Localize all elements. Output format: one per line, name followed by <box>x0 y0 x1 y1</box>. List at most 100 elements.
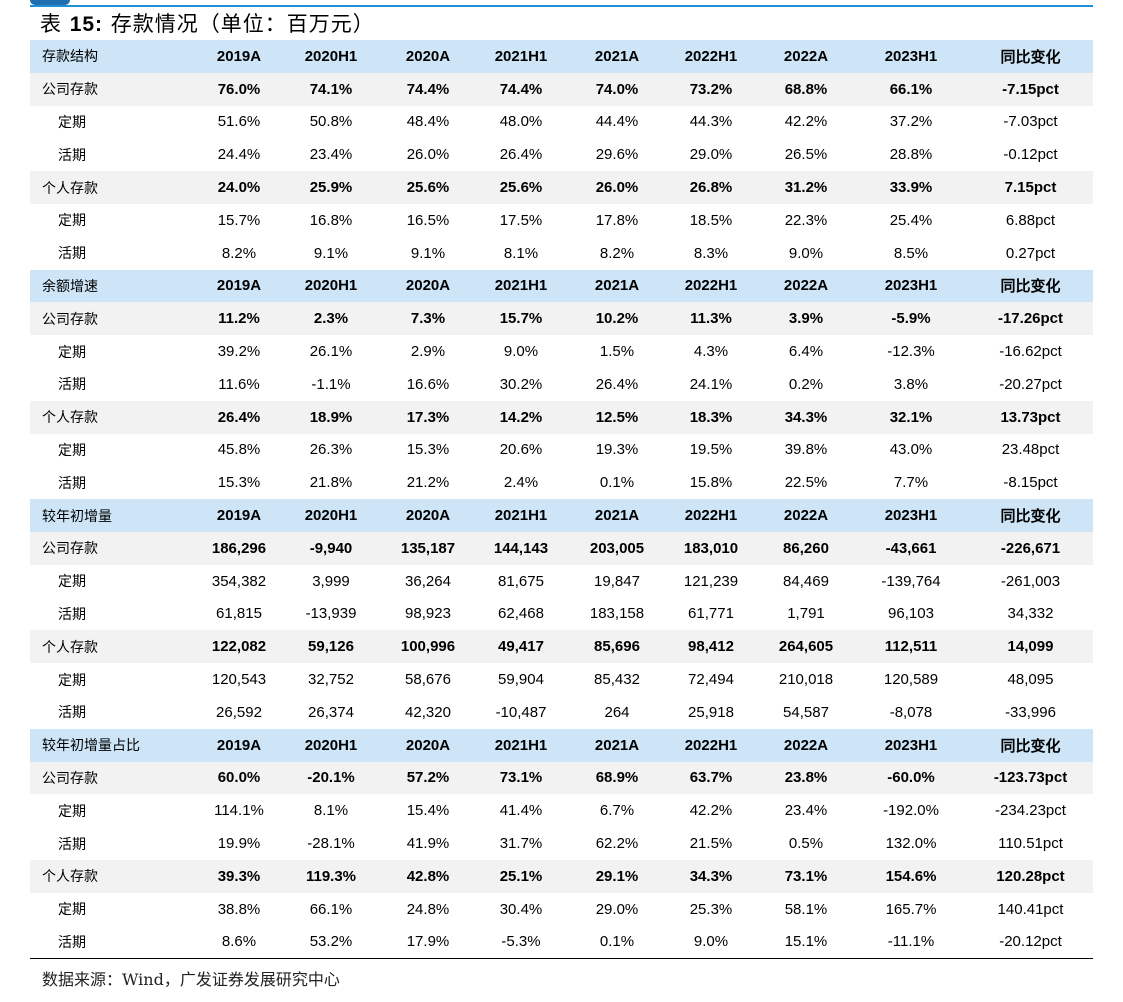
table-cell: 15.4% <box>406 802 450 820</box>
table-cell: 30.4% <box>499 900 543 918</box>
table-row: 活期 8.6% 53.2% 17.9% -5.3% 0.1% 9.0% 15.1% -11.1%… <box>30 925 1093 960</box>
table-cell: 2.4% <box>503 474 539 492</box>
row-label: 定期 <box>58 672 86 689</box>
table-cell: 15.7% <box>217 211 261 229</box>
section-header-row: 存款结构 2019A 2020H1 2020A 2021H1 2021A 2022H1 202… <box>30 40 1093 73</box>
table-cell: 6.88pct <box>1005 211 1056 229</box>
table-row: 活期 11.6% -1.1% 16.6% 30.2% 26.4% 24.1% 0.2% 3.8%… <box>30 368 1093 401</box>
table-title: 表 15: 存款情况（单位：百万元） <box>40 12 375 36</box>
row-label: 活期 <box>58 246 86 263</box>
table-cell: 18.3% <box>664 400 758 434</box>
table-cell: 59,126 <box>278 630 384 664</box>
table-cell: -60.0% <box>854 761 968 795</box>
table-cell: 61,815 <box>216 605 262 623</box>
table-cell: -11.1% <box>854 925 968 960</box>
table-cell: 165.7% <box>885 900 937 918</box>
table-cell: 73.1% <box>758 859 854 893</box>
table-cell: 23.4% <box>784 802 828 820</box>
table-cell: -0.12pct <box>1003 146 1058 164</box>
column-header: 同比变化 <box>968 499 1093 532</box>
row-label: 定期 <box>58 803 86 820</box>
column-header: 2020H1 <box>278 269 384 303</box>
row-label: 定期 <box>58 114 86 131</box>
table-cell: 24.0% <box>200 171 278 204</box>
table-cell: 26.8% <box>664 171 758 204</box>
table-cell: -139,764 <box>881 572 941 590</box>
table-cell: 45.8% <box>217 441 261 459</box>
table-cell: -5.3% <box>472 925 570 960</box>
row-label: 个人存款 <box>30 171 200 204</box>
table-cell: 8.1% <box>503 244 539 262</box>
table-cell: 74.4% <box>472 72 570 106</box>
table-cell: 0.5% <box>788 835 824 853</box>
column-header: 2019A <box>200 40 278 73</box>
table-cell: 44.4% <box>595 113 639 131</box>
table-cell: 8.5% <box>893 244 929 262</box>
table-cell: 17.5% <box>499 211 543 229</box>
table-row: 定期 39.2% 26.1% 2.9% 9.0% 1.5% 4.3% 6.4% -12.3% -1… <box>30 335 1093 368</box>
table-cell: -20.1% <box>278 761 384 795</box>
section-header-row: 较年初增量占比 2019A 2020H1 2020A 2021H1 2021A 2022H1… <box>30 728 1093 762</box>
column-header: 2023H1 <box>854 40 968 73</box>
table-cell: 26.3% <box>309 441 353 459</box>
table-cell: 63.7% <box>664 761 758 795</box>
table-cell: 32.1% <box>854 400 968 434</box>
table-cell: 73.1% <box>472 761 570 795</box>
table-cell: 21.2% <box>406 474 450 492</box>
table-cell: 1,791 <box>787 605 825 623</box>
table-cell: 76.0% <box>200 72 278 106</box>
table-cell: 17.8% <box>595 211 639 229</box>
table-row: 定期 114.1% 8.1% 15.4% 41.4% 6.7% 42.2% 23.4% -192… <box>30 794 1093 827</box>
table-row: 公司存款 11.2% 2.3% 7.3% 15.7% 10.2% 11.3% 3.9% -5.9… <box>30 302 1093 336</box>
column-header: 2020H1 <box>278 728 384 762</box>
table-cell: 121,239 <box>683 572 739 590</box>
column-header: 2020A <box>384 499 472 532</box>
brand-logo <box>30 0 70 5</box>
table-cell: 33.9% <box>854 171 968 204</box>
table-cell: 28.8% <box>889 146 933 164</box>
table-cell: 74.4% <box>384 72 472 106</box>
section-header-row: 较年初增量 2019A 2020H1 2020A 2021H1 2021A 2022H1 20… <box>30 499 1093 532</box>
table-cell: 15.7% <box>472 302 570 336</box>
table-cell: 0.1% <box>599 474 635 492</box>
table-cell: 72,494 <box>688 671 734 689</box>
table-cell: 24.8% <box>406 900 450 918</box>
table-cell: 98,923 <box>405 605 451 623</box>
table-cell: 51.6% <box>217 113 261 131</box>
table-cell: 0.1% <box>570 925 664 960</box>
table-cell: 54,587 <box>783 703 829 721</box>
table-cell: 1.5% <box>599 343 635 361</box>
row-label: 定期 <box>58 344 86 361</box>
table-cell: -226,671 <box>968 531 1093 565</box>
table-cell: 25,918 <box>688 703 734 721</box>
table-cell: 29.0% <box>595 900 639 918</box>
table-cell: 68.8% <box>758 72 854 106</box>
table-cell: 9.1% <box>313 244 349 262</box>
table-cell: 31.7% <box>499 835 543 853</box>
table-cell: 66.1% <box>309 900 353 918</box>
row-label: 定期 <box>58 574 86 591</box>
table-cell: 29.0% <box>689 146 733 164</box>
table-row: 个人存款 24.0% 25.9% 25.6% 25.6% 26.0% 26.8% 31.2% 3… <box>30 171 1093 204</box>
table-cell: 14,099 <box>968 630 1093 664</box>
table-cell: 21.5% <box>689 835 733 853</box>
section-title: 余额增速 <box>30 269 200 303</box>
column-header: 2020A <box>384 728 472 762</box>
table-cell: -123.73pct <box>968 761 1093 795</box>
table-cell: 44.3% <box>689 113 733 131</box>
table-cell: 14.2% <box>472 400 570 434</box>
table-cell: 26.5% <box>784 146 828 164</box>
table-cell: 3,999 <box>312 572 350 590</box>
table-row: 个人存款 122,082 59,126 100,996 49,417 85,696 98,4… <box>30 630 1093 664</box>
row-label: 活期 <box>58 377 86 394</box>
table-cell: 85,432 <box>594 671 640 689</box>
table-cell: 112,511 <box>854 630 968 664</box>
table-cell: 203,005 <box>570 531 664 565</box>
table-cell: 16.8% <box>309 211 353 229</box>
table-cell: 11.3% <box>664 302 758 336</box>
table-cell: 34.3% <box>758 400 854 434</box>
table-cell: 16.6% <box>406 375 450 393</box>
table-cell: 74.1% <box>278 72 384 106</box>
table-cell: 100,996 <box>384 630 472 664</box>
column-header: 2021A <box>570 269 664 303</box>
